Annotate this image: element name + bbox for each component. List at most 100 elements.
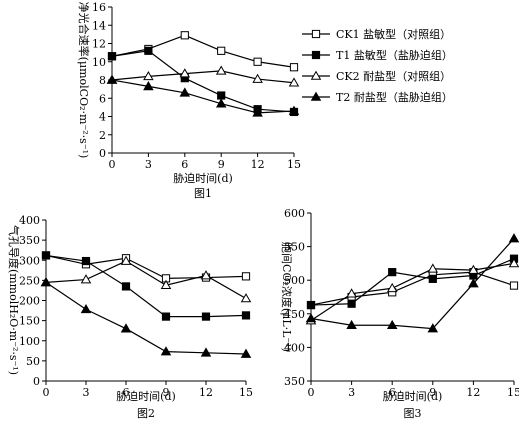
y-axis-title: 胞间CO₂浓度(μL·L⁻¹) xyxy=(280,242,294,352)
data-point xyxy=(346,319,357,330)
y-tick-label: 100 xyxy=(19,335,40,348)
x-tick-label: 0 xyxy=(43,386,50,399)
y-tick-label: 50 xyxy=(26,355,40,368)
figure-caption: 图1 xyxy=(194,187,212,200)
x-tick-label: 6 xyxy=(181,158,188,171)
data-point xyxy=(241,311,251,320)
series-3 xyxy=(305,257,519,325)
data-point xyxy=(427,323,439,333)
y-tick-label: 300 xyxy=(19,254,40,267)
data-point xyxy=(121,282,131,291)
y-tick-label: 8 xyxy=(99,74,106,87)
data-point xyxy=(200,347,212,357)
y-tick-label: 0 xyxy=(99,147,106,160)
y-tick-label: 400 xyxy=(19,214,40,227)
legend: CK1 盐敏型（对照组） T1 盐敏型（盐胁迫组） CK2 耐盐型（对照组） T2 耐… xyxy=(302,27,453,104)
data-point xyxy=(106,74,118,84)
chart-3: 350 400 450 500 550 600 0 3 6 9 12 15 胁迫时间(d) 图3 胞间CO₂… xyxy=(280,207,519,420)
y-tick-label: 2 xyxy=(99,129,106,142)
data-point xyxy=(215,98,227,108)
y-tick-label: 6 xyxy=(99,92,106,105)
data-point xyxy=(201,312,211,321)
y-tick-label: 10 xyxy=(92,56,106,69)
series-2 xyxy=(306,254,519,310)
data-point xyxy=(509,281,519,290)
data-point xyxy=(143,80,154,91)
y-tick-label: 4 xyxy=(99,111,106,124)
x-tick-label: 15 xyxy=(239,386,253,399)
figure-caption: 图2 xyxy=(137,407,155,420)
y-tick-label: 600 xyxy=(284,207,305,220)
series-line xyxy=(310,238,515,330)
data-point xyxy=(217,91,226,100)
data-point xyxy=(179,68,191,78)
series-line xyxy=(45,254,247,279)
y-tick-label: 400 xyxy=(284,341,305,354)
data-point xyxy=(288,77,300,87)
y-tick-label: 350 xyxy=(284,375,305,388)
x-tick-label: 3 xyxy=(83,386,90,399)
y-tick-label: 14 xyxy=(92,19,106,32)
x-tick-label: 3 xyxy=(348,386,355,399)
data-point xyxy=(40,276,52,287)
data-point xyxy=(468,278,479,288)
x-axis-title: 胁迫时间(d) xyxy=(173,171,233,185)
data-point xyxy=(347,299,356,308)
data-point xyxy=(428,274,437,283)
x-tick-label: 0 xyxy=(109,158,116,171)
y-tick-label: 16 xyxy=(92,1,106,14)
series-line xyxy=(45,254,247,318)
data-point xyxy=(386,282,398,293)
y-tick-label: 350 xyxy=(19,234,40,247)
data-point xyxy=(80,303,92,314)
series-4 xyxy=(40,276,252,358)
data-point xyxy=(41,251,51,260)
legend-marker xyxy=(310,91,322,101)
x-tick-label: 9 xyxy=(218,158,225,171)
series-2 xyxy=(41,251,251,321)
data-point xyxy=(180,31,189,40)
data-point xyxy=(288,105,300,115)
x-axis-title: 胁迫时间(d) xyxy=(116,389,176,403)
y-tick-label: 250 xyxy=(19,274,40,287)
x-tick-label: 3 xyxy=(145,158,152,171)
y-axis-title: 净光合速率(μmolCO₂·m⁻²·s⁻¹) xyxy=(77,2,91,159)
y-tick-label: 450 xyxy=(284,308,305,321)
y-tick-label: 12 xyxy=(92,38,106,51)
series-3 xyxy=(106,65,300,87)
data-point xyxy=(160,279,172,290)
x-tick-label: 12 xyxy=(251,158,265,171)
data-point xyxy=(508,257,519,268)
series-line xyxy=(111,70,295,84)
data-point xyxy=(508,233,519,243)
data-point xyxy=(388,268,397,277)
data-point xyxy=(253,57,262,66)
x-tick-label: 12 xyxy=(466,386,480,399)
chart-1: 0 2 4 6 8 10 12 14 16 0 3 6 9 12 15 胁迫时间(d) 图1 净光合速率(μmol… xyxy=(77,1,453,200)
data-point xyxy=(144,46,153,55)
series-2 xyxy=(107,46,299,117)
series-line xyxy=(45,260,247,300)
data-point xyxy=(120,323,132,333)
x-tick-label: 0 xyxy=(308,386,315,399)
x-tick-label: 15 xyxy=(507,386,519,399)
x-tick-label: 6 xyxy=(123,386,130,399)
data-point xyxy=(386,319,398,330)
series-1 xyxy=(107,31,299,72)
y-tick-label: 0 xyxy=(33,375,40,388)
data-point xyxy=(107,52,117,61)
series-line xyxy=(310,258,515,306)
data-point xyxy=(240,293,252,303)
data-point xyxy=(200,270,212,280)
data-point xyxy=(179,87,191,97)
legend-marker xyxy=(311,29,321,39)
data-point xyxy=(120,255,132,265)
legend-marker xyxy=(310,70,322,80)
series-line xyxy=(45,281,247,355)
data-point xyxy=(240,348,252,358)
series-line xyxy=(111,34,295,68)
series-3 xyxy=(40,255,252,303)
data-point xyxy=(427,263,439,273)
legend-marker xyxy=(311,50,321,60)
data-point xyxy=(81,256,91,266)
